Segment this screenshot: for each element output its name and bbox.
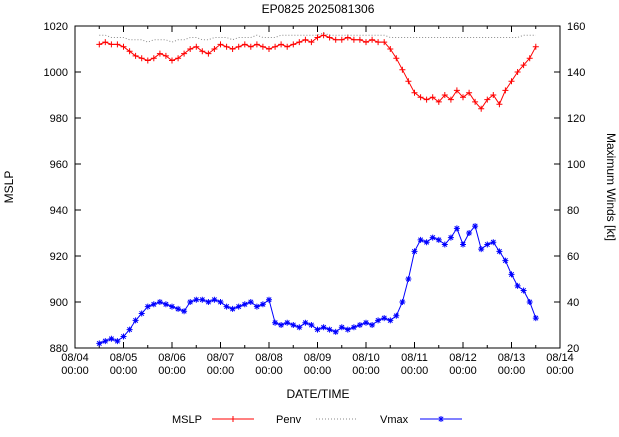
x-tick-label-time: 00:00: [449, 365, 477, 377]
x-tick-label-date: 08/04: [61, 352, 89, 364]
x-tick-label-time: 00:00: [61, 365, 89, 377]
x-tick-label-date: 08/12: [449, 352, 477, 364]
legend-marker-mslp: [230, 416, 236, 422]
y-right-tick-label: 160: [567, 21, 585, 33]
x-tick-label-time: 00:00: [401, 365, 429, 377]
y-right-tick-label: 120: [567, 113, 585, 125]
series-markers-mslp: [96, 32, 539, 112]
y-left-axis-label: MSLP: [2, 171, 16, 204]
x-tick-label-date: 08/14: [546, 352, 574, 364]
y-right-tick-label: 60: [567, 251, 579, 263]
x-tick-label-date: 08/10: [352, 352, 380, 364]
legend: MSLP Penv Vmax: [172, 414, 462, 426]
x-tick-label-time: 00:00: [498, 365, 526, 377]
x-tick-label-time: 00:00: [546, 365, 574, 377]
x-tick-label-time: 00:00: [352, 365, 380, 377]
x-axis-label: DATE/TIME: [286, 387, 349, 401]
legend-label-mslp: MSLP: [172, 414, 202, 426]
x-tick-label-time: 00:00: [110, 365, 138, 377]
legend-label-penv: Penv: [276, 414, 302, 426]
y-left-tick-label: 960: [50, 159, 68, 171]
x-tick-label-time: 00:00: [158, 365, 186, 377]
y-right-tick-label: 80: [567, 205, 579, 217]
legend-label-vmax: Vmax: [380, 414, 409, 426]
y-right-tick-label: 140: [567, 67, 585, 79]
series-markers-vmax: [96, 223, 539, 347]
y-left-tick-label: 880: [50, 343, 68, 355]
x-tick-label-date: 08/05: [110, 352, 138, 364]
x-tick-label-time: 00:00: [207, 365, 235, 377]
plot-border: [74, 25, 561, 349]
y-right-axis-label: Maximum Winds [kt]: [604, 133, 618, 241]
x-tick-label-date: 08/09: [304, 352, 332, 364]
y-left-tick-label: 920: [50, 251, 68, 263]
x-tick-label-time: 00:00: [255, 365, 283, 377]
legend-marker-vmax: [438, 416, 444, 422]
series-line-mslp: [99, 34, 537, 110]
y-right-tick-label: 40: [567, 297, 579, 309]
series-line-vmax: [99, 225, 537, 344]
y-left-tick-label: 1000: [44, 67, 68, 79]
y-left-tick-label: 980: [50, 113, 68, 125]
y-left-tick-label: 900: [50, 297, 68, 309]
y-left-tick-label: 940: [50, 205, 68, 217]
x-tick-label-date: 08/08: [255, 352, 283, 364]
x-tick-label-date: 08/13: [498, 352, 526, 364]
y-right-tick-label: 20: [567, 343, 579, 355]
x-tick-label-date: 08/07: [207, 352, 235, 364]
y-left-tick-label: 1020: [44, 21, 68, 33]
x-tick-label-date: 08/06: [158, 352, 186, 364]
y-right-tick-label: 100: [567, 159, 585, 171]
plot-area: 08/0400:0008/0500:0008/0600:0008/0700:00…: [44, 21, 586, 377]
x-tick-label-date: 08/11: [401, 352, 428, 364]
chart-title: EP0825 2025081306: [262, 2, 375, 16]
x-tick-label-time: 00:00: [304, 365, 332, 377]
